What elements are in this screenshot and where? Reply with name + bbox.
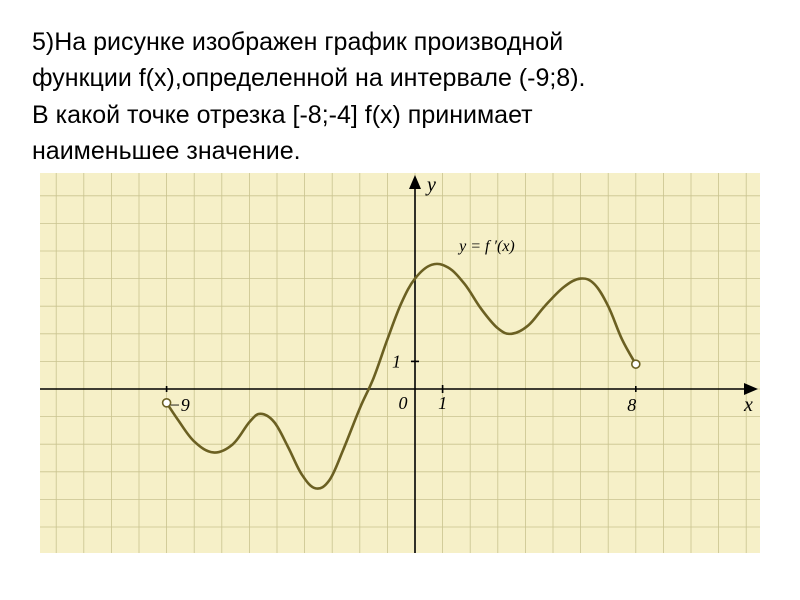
svg-text:y: y — [425, 174, 436, 196]
svg-text:x: x — [743, 394, 753, 416]
derivative-graph: 0 1 1 −9 8 x y y = f ′(x) — [40, 173, 760, 553]
chart-area: 0 1 1 −9 8 x y y = f ′(x) — [40, 173, 760, 553]
problem-line-4: наименьшее значение. — [32, 133, 768, 169]
problem-text: 5)На рисунке изображен график производно… — [32, 24, 768, 169]
slide-root: 5)На рисунке изображен график производно… — [0, 0, 800, 600]
problem-line-3: В какой точке отрезка [-8;-4] f(x) прини… — [32, 97, 768, 133]
svg-text:−9: −9 — [169, 395, 190, 415]
svg-text:1: 1 — [438, 393, 447, 413]
problem-line-1: 5)На рисунке изображен график производно… — [32, 24, 768, 60]
svg-text:8: 8 — [627, 395, 636, 415]
problem-line-2: функции f(x),определенной на интервале (… — [32, 60, 768, 96]
svg-text:1: 1 — [392, 351, 401, 371]
svg-text:y = f ′(x): y = f ′(x) — [457, 238, 515, 255]
svg-text:0: 0 — [399, 393, 408, 413]
